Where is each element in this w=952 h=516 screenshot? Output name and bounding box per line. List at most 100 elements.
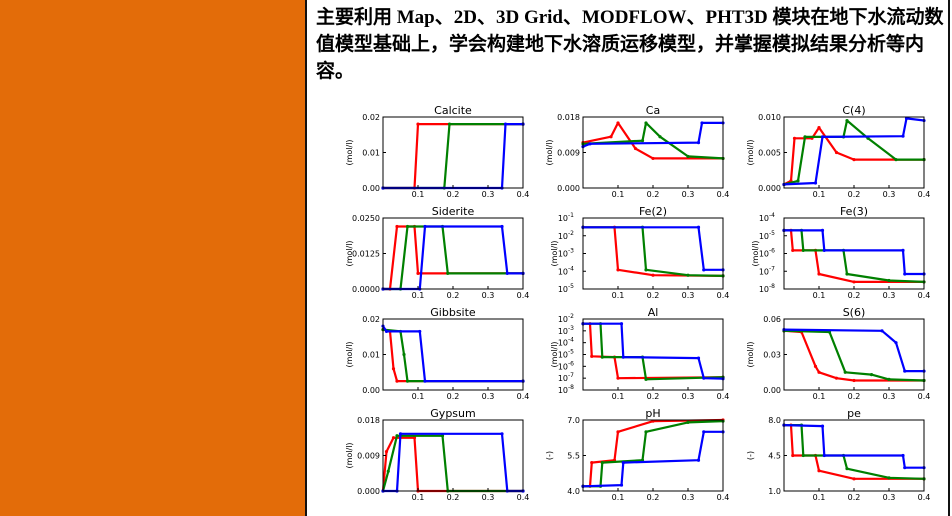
data-point [834, 150, 839, 155]
orange-side-panel [0, 0, 307, 516]
data-point [644, 377, 648, 381]
y-tick-label: 0.018 [357, 416, 380, 425]
y-tick-label: 0.01 [362, 351, 380, 360]
y-tick-label: 5.5 [567, 452, 580, 461]
data-point [391, 436, 396, 440]
y-axis-label: (mol/l) [545, 139, 554, 165]
data-point [822, 248, 826, 252]
x-tick-label: 0.1 [813, 493, 826, 502]
y-tick-exponent: -7 [769, 265, 775, 272]
data-point [412, 436, 417, 440]
chart-title: Gypsum [430, 407, 475, 420]
chart-panel-calcite: Calcite (mol/l) 0.1 0.2 0.3 0.4 0.00 0.01 0.02 [345, 104, 529, 199]
data-point [621, 355, 625, 359]
data-point [446, 271, 450, 275]
chart-title: Gibbsite [430, 306, 476, 319]
data-point [686, 154, 690, 159]
y-tick-label: 0.000 [357, 487, 380, 496]
data-point [817, 469, 821, 473]
x-tick-label: 0.4 [517, 190, 530, 199]
data-point [609, 135, 613, 139]
y-tick-label: 0.00 [763, 386, 781, 395]
data-point [402, 352, 406, 357]
y-axis-label: (mol/l) [345, 240, 354, 266]
y-tick-exponent: -8 [568, 384, 574, 391]
data-point [696, 458, 701, 462]
x-tick-label: 0.1 [412, 392, 425, 401]
data-point [696, 225, 701, 229]
data-point [405, 224, 410, 229]
data-point [845, 467, 849, 471]
y-tick-label: 0.0000 [352, 285, 380, 294]
data-point [590, 461, 594, 465]
x-tick-label: 0.2 [647, 392, 660, 401]
data-point [852, 280, 856, 284]
y-axis-label: (-) [545, 451, 554, 460]
data-point [423, 224, 427, 229]
x-tick-label: 0.3 [682, 291, 695, 300]
data-point [423, 379, 427, 383]
data-point [590, 354, 594, 358]
x-tick-label: 0.2 [848, 493, 861, 502]
y-tick-label: 7.0 [567, 416, 580, 425]
y-axis-label: (mol/l) [550, 341, 559, 367]
y-tick-label: 10-5 [558, 283, 574, 294]
data-point [843, 370, 847, 374]
series-line-green [783, 119, 924, 186]
y-tick-label: 10-8 [759, 283, 775, 294]
y-axis-label: (mol/l) [746, 341, 755, 367]
y-tick-exponent: -5 [769, 230, 775, 237]
y-tick-exponent: -3 [568, 325, 574, 332]
data-point [901, 248, 905, 252]
y-tick-label: 10-3 [558, 325, 574, 336]
chart-title: pH [645, 407, 660, 420]
data-point [903, 272, 907, 276]
data-point [384, 449, 389, 454]
data-point [887, 476, 891, 480]
data-point [384, 329, 389, 334]
x-tick-label: 0.4 [517, 493, 530, 502]
y-tick-exponent: -5 [568, 283, 574, 290]
y-axis-label: (mol/l) [345, 139, 354, 165]
data-point [640, 139, 645, 143]
data-point [621, 461, 625, 465]
data-point [904, 116, 909, 121]
y-tick-label: 10-5 [759, 230, 775, 241]
data-point [500, 432, 504, 436]
data-point [619, 483, 624, 487]
data-point [901, 134, 905, 138]
data-point [447, 122, 452, 126]
x-tick-label: 0.4 [918, 493, 931, 502]
y-tick-label: 10-7 [558, 372, 574, 383]
y-tick-label: 0.01 [362, 149, 380, 158]
series-line-red [783, 126, 924, 186]
data-point [820, 424, 825, 428]
x-tick-label: 0.4 [717, 291, 730, 300]
y-tick-label: 0.009 [357, 452, 380, 461]
y-tick-label: 10-2 [558, 230, 574, 241]
data-point [817, 272, 821, 276]
data-point [813, 364, 818, 368]
data-point [894, 158, 898, 162]
y-tick-exponent: -6 [568, 360, 574, 367]
y-axis-label: (mol/l) [345, 341, 354, 367]
data-point [391, 367, 396, 371]
x-tick-label: 0.2 [848, 392, 861, 401]
y-tick-exponent: -8 [769, 283, 775, 290]
data-point [398, 432, 403, 436]
x-tick-label: 0.1 [813, 392, 826, 401]
data-point [813, 181, 818, 185]
y-tick-label: 10-1 [558, 212, 574, 223]
series-line-blue [784, 229, 924, 276]
series-line-red [582, 121, 723, 160]
chart-panel-c4: C(4) (mol/l) 0.1 0.2 0.3 0.4 0.000 0.005 0.010 [746, 104, 930, 199]
y-tick-label: 0.005 [758, 149, 781, 158]
chart-panel-al: Al(mol/l)0.1 0.2 0.3 0.410-810-710-610-510-… [550, 306, 729, 401]
data-point [791, 248, 795, 252]
data-point [852, 158, 856, 162]
y-tick-exponent: -3 [568, 248, 574, 255]
series-line-green [583, 420, 724, 488]
data-point [588, 142, 592, 146]
data-point [887, 278, 891, 283]
